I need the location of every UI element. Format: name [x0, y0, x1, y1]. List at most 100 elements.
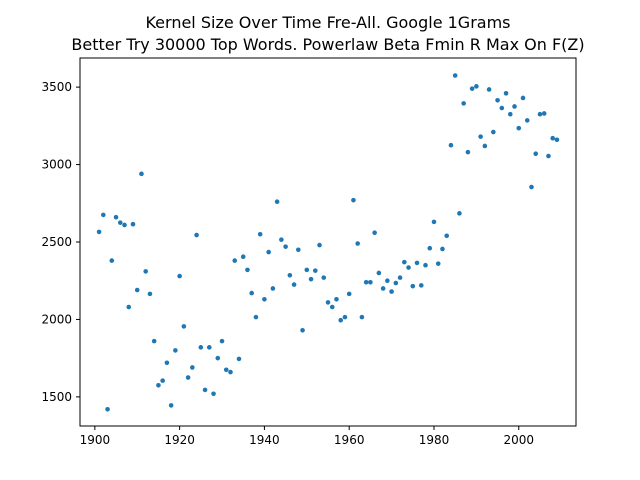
- data-point: [317, 242, 322, 248]
- data-point: [342, 314, 348, 320]
- data-point: [393, 280, 399, 286]
- data-point: [346, 291, 352, 297]
- data-point: [372, 230, 377, 236]
- data-point: [329, 304, 335, 310]
- y-tick-label: 2000: [41, 312, 72, 326]
- data-point: [198, 345, 204, 350]
- data-point: [287, 272, 293, 278]
- x-tick-label: 1980: [419, 433, 450, 447]
- data-point: [503, 91, 509, 96]
- data-point: [469, 86, 475, 91]
- data-point: [380, 286, 386, 291]
- x-tick-label: 1960: [334, 433, 365, 447]
- data-point: [499, 105, 505, 111]
- data-point: [440, 246, 445, 252]
- data-point: [491, 129, 496, 135]
- data-point: [546, 153, 551, 159]
- data-point: [431, 219, 437, 225]
- data-point: [533, 151, 539, 157]
- data-point: [219, 338, 225, 344]
- data-point: [296, 247, 301, 253]
- data-point: [173, 348, 178, 353]
- data-point: [444, 233, 450, 239]
- data-point: [520, 95, 526, 101]
- data-point: [312, 268, 318, 273]
- data-point: [151, 338, 157, 344]
- data-point: [554, 137, 560, 143]
- data-point: [550, 135, 555, 141]
- data-point: [113, 214, 119, 220]
- data-point: [482, 143, 488, 149]
- data-point: [363, 279, 369, 285]
- chart-subtitle: Better Try 30000 Top Words. Powerlaw Bet…: [71, 35, 584, 54]
- data-point: [389, 289, 394, 294]
- data-point: [448, 142, 454, 148]
- y-tick-label: 2500: [41, 235, 72, 249]
- data-point: [109, 258, 115, 263]
- data-point: [181, 324, 187, 329]
- x-axis: 1900 1920 1940 1960 1980 2000: [80, 426, 534, 447]
- y-tick-label: 3500: [41, 80, 72, 94]
- data-point: [232, 258, 238, 263]
- data-point: [283, 244, 288, 249]
- data-point: [304, 267, 310, 273]
- data-point: [257, 231, 263, 237]
- data-point: [130, 221, 136, 227]
- data-point: [351, 197, 356, 203]
- data-point: [160, 378, 165, 383]
- data-point: [325, 300, 331, 305]
- data-point: [190, 365, 195, 370]
- data-point: [279, 237, 284, 242]
- data-point: [507, 111, 513, 117]
- data-point: [194, 232, 199, 238]
- data-point: [478, 134, 483, 139]
- data-point: [308, 276, 314, 282]
- data-point: [338, 317, 344, 323]
- chart-title: Kernel Size Over Time Fre-All. Google 1G…: [145, 13, 510, 32]
- data-point: [397, 275, 403, 280]
- data-point: [423, 262, 428, 268]
- y-tick-label: 3000: [41, 158, 72, 172]
- data-point: [291, 282, 297, 287]
- data-point: [452, 73, 458, 78]
- data-point: [139, 171, 144, 177]
- data-point: [410, 283, 416, 289]
- data-point: [147, 291, 153, 297]
- data-point: [465, 149, 471, 155]
- data-point: [249, 290, 254, 296]
- data-point: [215, 355, 221, 361]
- data-point: [402, 259, 407, 265]
- data-point: [529, 184, 534, 190]
- x-tick-label: 1900: [80, 433, 111, 447]
- x-tick-label: 2000: [503, 433, 534, 447]
- data-point: [122, 222, 127, 228]
- data-point: [211, 391, 216, 397]
- data-point: [418, 283, 424, 288]
- data-point: [96, 229, 102, 235]
- data-point: [270, 286, 276, 291]
- data-point: [240, 254, 246, 260]
- data-point: [164, 360, 170, 366]
- data-point: [262, 297, 267, 302]
- data-point: [486, 87, 492, 92]
- data-point: [253, 314, 259, 320]
- data-point: [368, 279, 373, 285]
- data-point: [156, 382, 161, 388]
- data-point: [541, 111, 547, 116]
- data-point: [105, 406, 110, 412]
- data-point: [168, 403, 174, 408]
- data-point: [355, 241, 360, 246]
- data-point: [359, 314, 365, 320]
- data-point: [236, 356, 242, 362]
- data-point: [461, 101, 466, 106]
- data-point: [406, 265, 411, 270]
- data-point: [245, 267, 250, 273]
- data-point: [516, 125, 522, 131]
- data-point: [334, 297, 339, 302]
- data-point: [495, 97, 500, 103]
- data-point: [376, 270, 382, 276]
- data-point: [117, 220, 123, 225]
- data-point: [202, 387, 208, 393]
- data-point: [143, 269, 149, 274]
